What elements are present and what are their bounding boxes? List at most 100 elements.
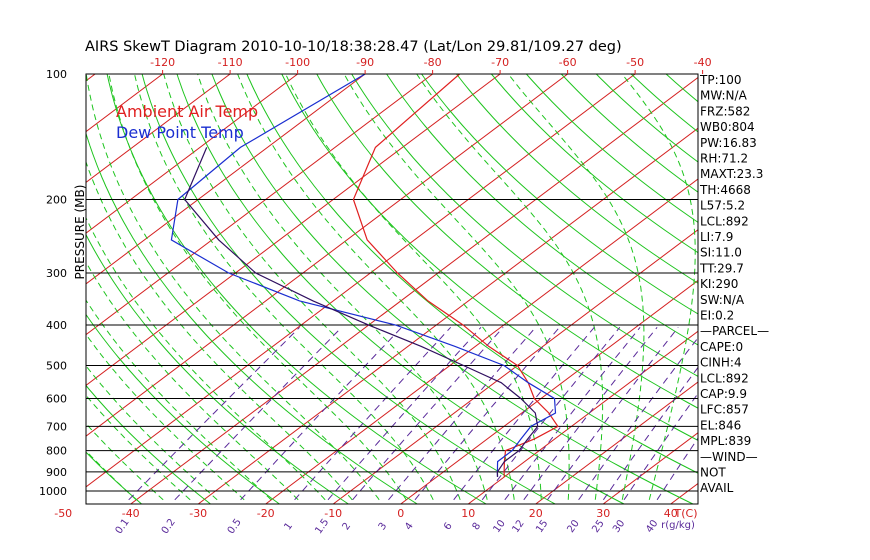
isotherm-line (86, 74, 501, 386)
moist-adiabat (86, 216, 326, 501)
profile-dew-point-temp (170, 74, 557, 477)
dry-adiabat (421, 74, 698, 315)
index-label: L57:5.2 (700, 199, 745, 213)
index-label: —PARCEL— (700, 324, 769, 338)
pressure-tick-label: 1000 (39, 485, 67, 498)
dry-adiabat (771, 74, 870, 504)
dry-adiabat (491, 74, 698, 254)
bottom-temp-tick-label: 0 (397, 507, 404, 520)
dry-adiabat (386, 74, 698, 346)
top-temp-tick-label: -60 (559, 56, 577, 69)
moist-adiabat (86, 450, 137, 501)
isotherm-line (130, 76, 698, 504)
index-label: MW:N/A (700, 89, 748, 103)
dry-adiabat (86, 313, 280, 504)
isotherm-line (86, 74, 636, 488)
isotherm-line (86, 74, 96, 82)
mixing-ratio-line (414, 326, 560, 501)
top-temp-tick-label: -90 (356, 56, 374, 69)
profiles (170, 74, 559, 477)
dry-adiabat (316, 74, 698, 409)
top-temp-tick-label: -50 (626, 56, 644, 69)
mixing-ratio-line (327, 326, 482, 501)
dry-adiabat (211, 74, 694, 504)
top-temp-tick-label: -40 (694, 56, 712, 69)
moist-adiabat (134, 74, 434, 501)
dry-adiabat (806, 74, 870, 504)
dry-adiabat (86, 384, 211, 504)
dry-adiabat (0, 74, 4, 504)
moist-adiabat (197, 74, 488, 500)
mixing-ratio-line (546, 326, 679, 501)
moist-adiabat (86, 333, 245, 501)
isotherm-line (535, 381, 698, 504)
mixing-ratio-line (352, 326, 504, 501)
moist-adiabat (621, 74, 696, 500)
index-label: EI:0.2 (700, 309, 734, 323)
moist-adiabat (86, 365, 218, 501)
pressure-tick-label: 300 (46, 267, 67, 280)
index-label: LFC:857 (700, 403, 749, 417)
mixing-ratio-label: 12 (510, 518, 526, 535)
mixing-ratio-line (602, 366, 698, 501)
index-label: CINH:4 (700, 356, 742, 370)
index-label: AVAIL (700, 481, 734, 495)
moist-adiabat (507, 74, 645, 500)
mixing-ratio-label: 0.5 (226, 517, 244, 536)
mixing-ratio-label: 6 (442, 521, 455, 533)
mixing-ratio-line (128, 326, 300, 501)
moist-adiabat (163, 74, 461, 500)
y-axis-label: PRESSURE (MB) (73, 185, 87, 280)
moist-adiabat (343, 74, 570, 500)
bottom-temp-tick-label: 20 (529, 507, 543, 520)
dry-adiabat (351, 74, 698, 377)
dry-adiabat (86, 233, 349, 504)
index-label: MAXT:23.3 (700, 167, 763, 181)
dry-adiabat (86, 131, 418, 504)
pressure-tick-label: 100 (46, 68, 67, 81)
mixing-ratio-label: 3 (377, 521, 390, 533)
index-label: MPL:839 (700, 434, 751, 448)
dry-adiabat (595, 74, 698, 163)
index-label: LI:7.9 (700, 230, 733, 244)
profile-parcel (184, 147, 539, 477)
temp-unit-label: T(C) (674, 507, 698, 520)
bottom-temp-tick-label: 30 (596, 507, 610, 520)
mixing-ratio-label: 0.2 (160, 517, 178, 536)
bottom-temp-tick-label: -10 (324, 507, 342, 520)
mixing-ratio-label: 1 (283, 521, 296, 533)
dry-adiabat (456, 74, 698, 284)
isotherm-line (86, 74, 298, 234)
mixing-ratio-line (294, 326, 452, 501)
mixing-ratio-line (481, 326, 621, 501)
mixing-ratio-line (578, 336, 698, 501)
moist-adiabat (416, 74, 604, 500)
pressure-tick-label: 800 (46, 445, 67, 458)
isotherm-line (738, 74, 870, 504)
isotherm-line (86, 74, 366, 285)
isotherm-line (197, 127, 698, 504)
top-temp-tick-label: -80 (424, 56, 442, 69)
index-label: EL:846 (700, 418, 741, 432)
dry-adiabat (281, 74, 698, 441)
index-label: —WIND— (700, 450, 758, 464)
legend: Ambient Air Temp Dew Point Temp (116, 102, 258, 142)
dry-adiabat (560, 74, 698, 193)
index-label: PW:16.83 (700, 136, 757, 150)
bottom-temp-tick-label: -50 (54, 507, 72, 520)
chart-title: AIRS SkewT Diagram 2010-10-10/18:38:28.4… (85, 39, 622, 55)
dry-adiabat (0, 74, 73, 504)
index-label: FRZ:582 (700, 104, 750, 118)
isotherm-line (332, 229, 698, 504)
moist-adiabat (86, 422, 164, 501)
pressure-tick-label: 200 (46, 194, 67, 207)
index-label: CAP:9.9 (700, 387, 747, 401)
mixing-ratio-label: 10 (492, 518, 508, 535)
isotherm-line (86, 74, 433, 336)
top-temp-tick-label: -100 (285, 56, 310, 69)
legend-ambient: Ambient Air Temp (116, 102, 258, 121)
background-lines (0, 74, 870, 504)
mixing-ratio-label: 30 (611, 518, 627, 535)
moist-adiabat (237, 74, 515, 500)
